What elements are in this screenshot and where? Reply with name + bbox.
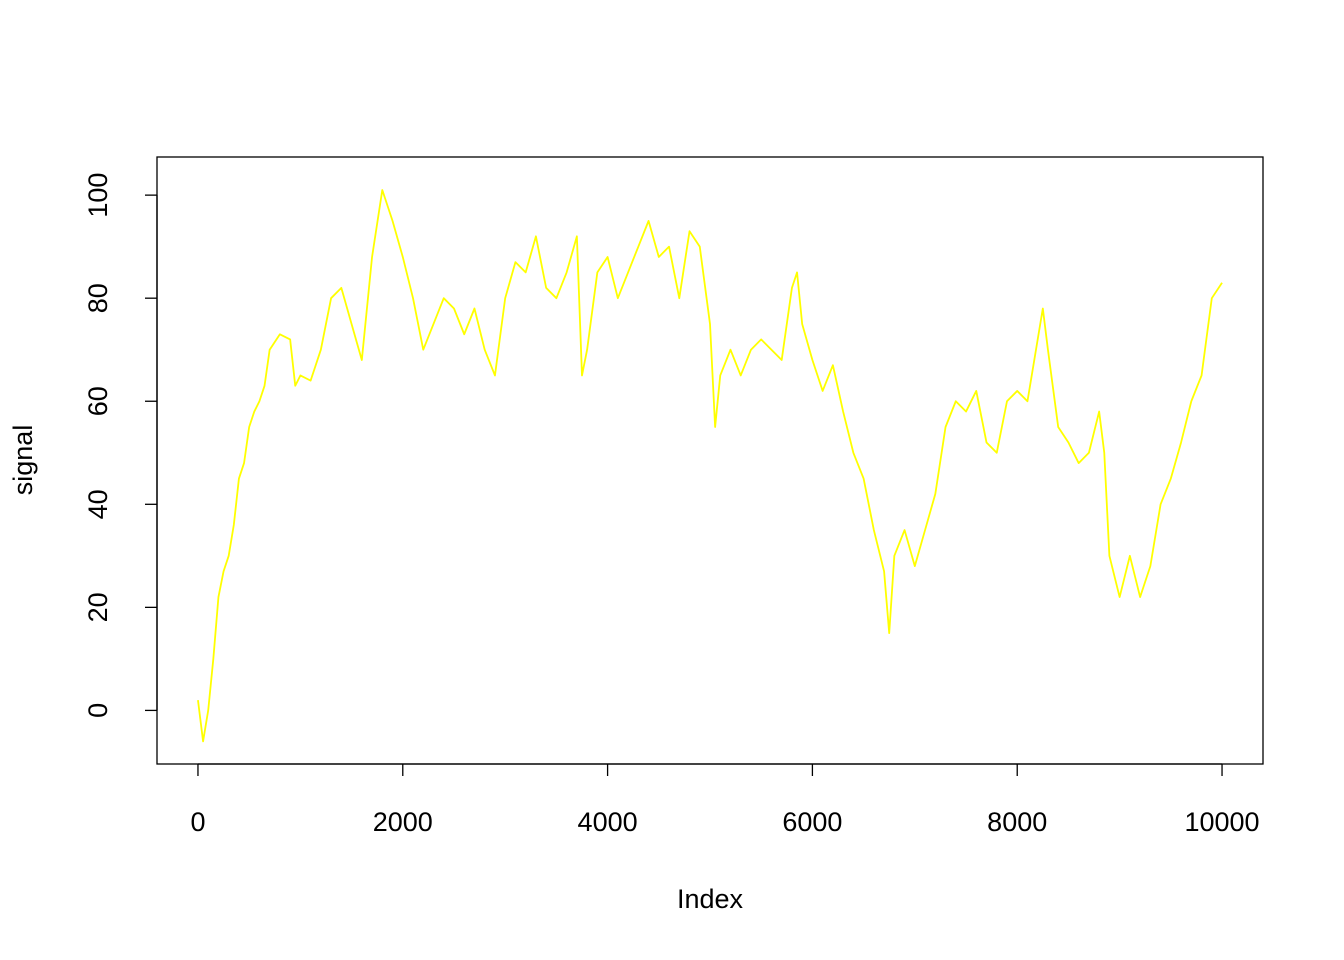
y-axis-label: signal	[8, 425, 38, 496]
x-tick-label: 0	[190, 807, 205, 837]
x-tick-label: 4000	[578, 807, 638, 837]
plot-box	[156, 156, 1264, 765]
x-tick-label: 6000	[782, 807, 842, 837]
y-tick-label: 0	[83, 703, 113, 718]
x-tick-label: 2000	[373, 807, 433, 837]
y-tick-label: 100	[83, 173, 113, 218]
x-tick-label: 8000	[987, 807, 1047, 837]
x-axis-label: Index	[677, 884, 744, 914]
y-tick-label: 80	[83, 283, 113, 313]
y-tick-label: 40	[83, 489, 113, 519]
y-tick-label: 60	[83, 386, 113, 416]
x-tick-label: 10000	[1184, 807, 1259, 837]
signal-line	[197, 189, 1223, 743]
y-tick-label: 20	[83, 592, 113, 622]
